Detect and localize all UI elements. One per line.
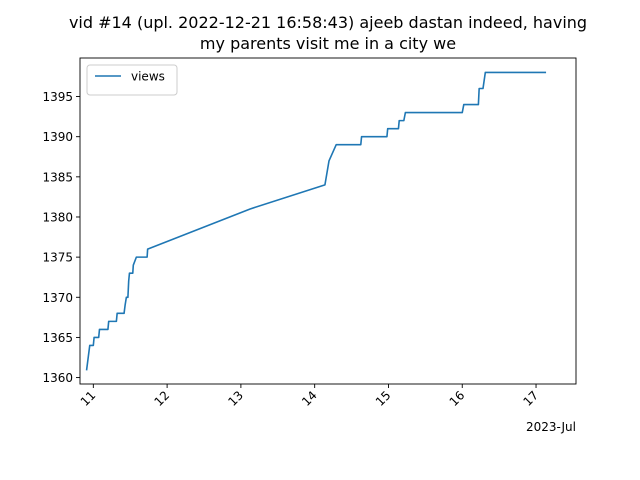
x-tick-label: 15 (373, 388, 394, 409)
y-tick-label: 1365 (42, 331, 73, 345)
y-tick-label: 1360 (42, 371, 73, 385)
y-tick-label: 1380 (42, 210, 73, 224)
legend-box (86, 64, 178, 96)
y-tick-label: 1390 (42, 130, 73, 144)
y-tick-label: 1385 (42, 170, 73, 184)
x-tick-label: 13 (225, 388, 246, 409)
chart-title-line-1: vid #14 (upl. 2022-12-21 16:58:43) ajeeb… (69, 13, 587, 32)
x-axis-offset-label: 2023-Jul (526, 420, 576, 434)
axes-layer: 1360 1365 1370 1375 1380 1385 1390 1395 11 12 13 14… (42, 57, 577, 409)
series-line-views (85, 71, 547, 371)
x-tick-label: 17 (520, 388, 541, 409)
chart-title-line-2: my parents visit me in a city we (200, 34, 456, 53)
x-tick-label: 14 (299, 388, 320, 409)
plot-frame (79, 57, 577, 385)
legend-label: views (131, 70, 165, 84)
x-tick-label: 12 (152, 388, 173, 409)
x-tick-label: 16 (447, 388, 468, 409)
y-tick-label: 1370 (42, 291, 73, 305)
legend: views (86, 64, 178, 96)
y-tick-label: 1375 (42, 251, 73, 265)
chart-title: vid #14 (upl. 2022-12-21 16:58:43) ajeeb… (69, 13, 587, 53)
x-tick-label: 11 (78, 388, 99, 409)
series-layer (85, 71, 547, 371)
y-tick-label: 1395 (42, 90, 73, 104)
